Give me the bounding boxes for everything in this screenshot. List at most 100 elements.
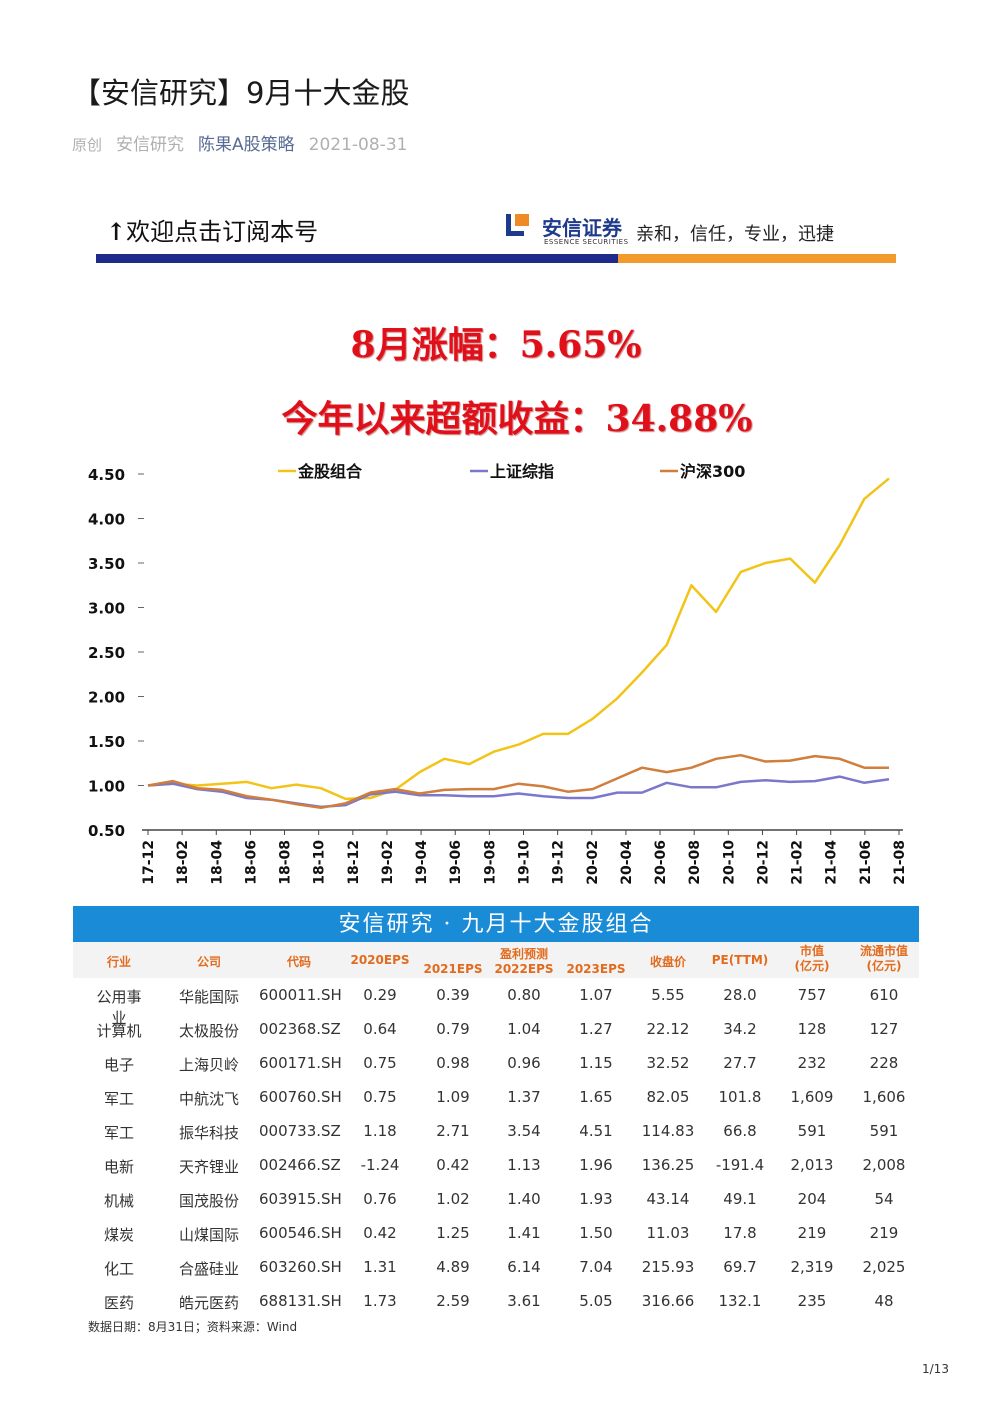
cell-mktcap: 235 <box>797 1292 827 1310</box>
cell-eps2022: 1.37 <box>507 1088 541 1106</box>
cell-float-cap: 1,606 <box>862 1088 906 1106</box>
y-tick-label: 2.00 <box>88 689 125 707</box>
cell-eps2022: 0.96 <box>507 1054 541 1072</box>
th-company: 公司 <box>196 955 221 969</box>
cell-float-cap: 610 <box>869 986 899 1004</box>
x-tick-label: 19-04 <box>414 840 430 885</box>
table-row: 煤炭 山煤国际 600546.SH 0.42 1.25 1.41 1.50 11.03 17.8… <box>73 1216 919 1250</box>
cell-mktcap: 232 <box>797 1054 827 1072</box>
table-row: 化工 合盛硅业 603260.SH 1.31 4.89 6.14 7.04 215.93 69.… <box>73 1250 919 1284</box>
cell-eps2022: 3.61 <box>507 1292 541 1310</box>
table-title: 安信研究 · 九月十大金股组合 <box>73 906 919 942</box>
x-tick-label: 19-02 <box>380 840 396 885</box>
x-tick-label: 20-08 <box>687 840 703 885</box>
cell-pe: -191.4 <box>715 1156 765 1174</box>
x-tick-label: 18-08 <box>278 840 294 885</box>
headline-monthly-return: 8月涨幅：5.65% <box>350 324 642 366</box>
x-tick-label: 19-08 <box>482 840 498 885</box>
cell-eps2020: 0.64 <box>363 1020 397 1038</box>
cell-industry: 机械 <box>103 1192 134 1210</box>
cell-price: 43.14 <box>646 1190 690 1208</box>
th-eps2020: 2020EPS <box>350 953 410 967</box>
x-tick-label: 18-10 <box>312 840 328 885</box>
brand-slogan: 亲和，信任，专业，迅捷 <box>636 224 834 245</box>
series-line-1 <box>147 477 890 801</box>
cell-code: 600760.SH <box>259 1088 342 1106</box>
cell-pe: 66.8 <box>723 1122 757 1140</box>
th-code: 代码 <box>286 955 311 969</box>
article-meta: 原创 安信研究 陈果A股策略 2021-08-31 <box>72 130 407 155</box>
cell-industry: 化工 <box>103 1260 134 1278</box>
cell-mktcap: 219 <box>797 1224 827 1242</box>
x-tick-label: 18-06 <box>243 840 259 885</box>
cell-price: 215.93 <box>641 1258 695 1276</box>
table-row: 电新 天齐锂业 002466.SZ -1.24 0.42 1.13 1.96 136.25 -1… <box>73 1148 919 1182</box>
x-tick-label: 20-12 <box>755 840 771 885</box>
cell-eps2020: 0.29 <box>363 986 397 1004</box>
x-tick-label: 21-06 <box>858 840 874 885</box>
cell-eps2021: 0.98 <box>436 1054 470 1072</box>
cell-float-cap: 2,025 <box>862 1258 906 1276</box>
cell-eps2023: 1.27 <box>579 1020 613 1038</box>
table-row: 电子 上海贝岭 600171.SH 0.75 0.98 0.96 1.15 32.52 27.7… <box>73 1046 919 1080</box>
th-float-cap: 流通市值 (亿元) <box>859 944 908 973</box>
cell-price: 114.83 <box>641 1122 695 1140</box>
cell-eps2022: 6.14 <box>507 1258 541 1276</box>
cell-eps2023: 1.93 <box>579 1190 613 1208</box>
subscribe-text[interactable]: ↑欢迎点击订阅本号 <box>106 217 319 246</box>
th-forecast-group: 盈利预测 <box>499 947 548 961</box>
cell-mktcap: 1,609 <box>790 1088 834 1106</box>
cell-eps2021: 2.59 <box>436 1292 470 1310</box>
x-tick-label: 21-04 <box>824 840 840 885</box>
cell-company: 太极股份 <box>178 1022 239 1040</box>
cell-eps2020: 1.31 <box>363 1258 397 1276</box>
cell-float-cap: 228 <box>869 1054 899 1072</box>
series-line-3 <box>147 753 889 810</box>
cell-company: 山煤国际 <box>178 1226 239 1244</box>
legend-label: 上证综指 <box>490 462 554 481</box>
cell-float-cap: 54 <box>874 1190 894 1208</box>
cell-industry: 计算机 <box>96 1022 142 1040</box>
subscribe-banner[interactable]: ↑欢迎点击订阅本号 安信证券 ESSENCE SECURITIES 亲和，信任，… <box>96 206 896 264</box>
y-tick-label: 3.00 <box>88 600 125 618</box>
table-row: 军工 中航沈飞 600760.SH 0.75 1.09 1.37 1.65 82.05 101.… <box>73 1080 919 1114</box>
account-link[interactable]: 陈果A股策略 <box>198 135 295 155</box>
th-price: 收盘价 <box>649 955 686 969</box>
cell-float-cap: 127 <box>869 1020 899 1038</box>
y-tick-label: 2.50 <box>88 644 125 662</box>
headline-ytd-excess: 今年以来超额收益：34.88% <box>281 398 753 440</box>
y-tick-label: 1.50 <box>88 733 125 751</box>
article-title: 【安信研究】9月十大金股 <box>72 76 410 110</box>
cell-eps2021: 0.79 <box>436 1020 470 1038</box>
cell-pe: 28.0 <box>723 986 757 1004</box>
cell-eps2021: 1.09 <box>436 1088 470 1106</box>
cell-industry: 煤炭 <box>103 1226 134 1244</box>
cell-eps2021: 1.25 <box>436 1224 470 1242</box>
cell-price: 136.25 <box>641 1156 695 1174</box>
cell-eps2020: 0.75 <box>363 1088 397 1106</box>
cell-code: 603915.SH <box>259 1190 342 1208</box>
cell-mktcap: 757 <box>797 986 827 1004</box>
cell-code: 603260.SH <box>259 1258 342 1276</box>
x-tick-label: 19-10 <box>517 840 533 885</box>
publish-date: 2021-08-31 <box>308 135 408 155</box>
cell-eps2022: 3.54 <box>507 1122 541 1140</box>
cell-float-cap: 591 <box>869 1122 899 1140</box>
th-eps2021: 2021EPS <box>423 962 483 976</box>
original-tag: 原创 <box>72 136 103 154</box>
x-tick-label: 19-12 <box>551 840 567 885</box>
cell-eps2021: 0.42 <box>436 1156 470 1174</box>
cell-eps2020: 0.42 <box>363 1224 397 1242</box>
th-eps2023: 2023EPS <box>566 962 626 976</box>
cell-eps2023: 1.15 <box>579 1054 613 1072</box>
x-tick-label: 19-06 <box>448 840 464 885</box>
y-tick-label: 3.50 <box>88 555 125 573</box>
cell-eps2023: 1.65 <box>579 1088 613 1106</box>
x-tick-label: 18-12 <box>346 840 362 885</box>
cell-price: 22.12 <box>646 1020 690 1038</box>
cell-eps2023: 1.96 <box>579 1156 613 1174</box>
table-row: 计算机 太极股份 002368.SZ 0.64 0.79 1.04 1.27 22.12 34.… <box>73 1012 919 1046</box>
cell-eps2021: 2.71 <box>436 1122 470 1140</box>
cell-company: 国茂股份 <box>178 1192 239 1210</box>
cell-eps2020: 0.76 <box>363 1190 397 1208</box>
